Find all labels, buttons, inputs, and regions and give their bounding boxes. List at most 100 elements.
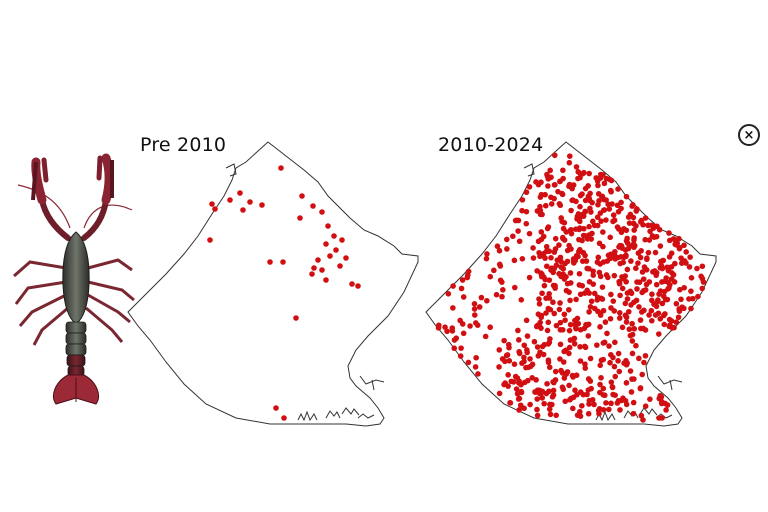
occurrence-point bbox=[310, 203, 316, 209]
occurrence-point bbox=[546, 339, 553, 346]
occurrence-point bbox=[628, 302, 634, 308]
occurrence-point bbox=[553, 322, 560, 329]
occurrence-point bbox=[638, 217, 645, 224]
occurrence-point bbox=[558, 215, 564, 221]
occurrence-point bbox=[524, 377, 531, 384]
occurrence-point bbox=[678, 296, 684, 303]
occurrence-point bbox=[493, 291, 500, 298]
occurrence-point bbox=[544, 263, 550, 270]
occurrence-point bbox=[543, 310, 549, 316]
occurrence-point bbox=[532, 389, 538, 395]
occurrence-point bbox=[642, 352, 649, 359]
occurrence-point bbox=[539, 395, 546, 401]
occurrence-point bbox=[556, 201, 563, 207]
occurrence-point bbox=[209, 201, 215, 207]
coastline-detail bbox=[341, 407, 360, 416]
occurrence-point bbox=[607, 359, 613, 366]
occurrence-point bbox=[642, 215, 649, 221]
occurrence-point bbox=[527, 363, 534, 370]
occurrence-point bbox=[657, 316, 664, 322]
occurrence-point bbox=[505, 341, 512, 348]
occurrence-point bbox=[652, 249, 659, 256]
occurrence-point bbox=[635, 260, 641, 266]
occurrence-point bbox=[631, 376, 637, 382]
occurrence-point bbox=[561, 375, 568, 381]
occurrence-point bbox=[586, 223, 592, 230]
occurrence-point bbox=[510, 379, 517, 385]
close-icon[interactable]: × bbox=[738, 124, 760, 146]
occurrence-point bbox=[662, 296, 669, 303]
occurrence-point bbox=[561, 219, 568, 226]
occurrence-point bbox=[642, 287, 649, 293]
occurrence-point bbox=[521, 405, 527, 412]
occurrence-point bbox=[546, 248, 553, 255]
occurrence-point bbox=[240, 207, 246, 213]
occurrence-point bbox=[676, 308, 683, 314]
occurrence-point bbox=[641, 264, 648, 270]
occurrence-point bbox=[227, 197, 233, 203]
occurrence-point bbox=[505, 372, 511, 378]
occurrence-point bbox=[450, 305, 456, 311]
occurrence-point bbox=[576, 270, 583, 277]
occurrence-point bbox=[669, 270, 675, 276]
occurrence-point bbox=[534, 268, 540, 274]
occurrence-point bbox=[586, 195, 592, 201]
occurrence-point bbox=[579, 283, 586, 289]
occurrence-point bbox=[542, 276, 548, 283]
occurrence-point bbox=[597, 389, 603, 396]
occurrence-point bbox=[504, 352, 511, 358]
occurrence-point bbox=[471, 306, 478, 312]
occurrence-point bbox=[590, 218, 596, 225]
occurrence-point bbox=[207, 237, 213, 243]
occurrence-point bbox=[280, 259, 286, 265]
occurrence-point bbox=[665, 279, 672, 286]
occurrence-point bbox=[319, 267, 325, 273]
occurrence-point bbox=[552, 246, 559, 252]
occurrence-point bbox=[538, 191, 545, 198]
occurrence-point bbox=[584, 391, 590, 398]
occurrence-point bbox=[460, 294, 467, 300]
occurrence-point bbox=[595, 182, 601, 189]
occurrence-point bbox=[538, 179, 544, 186]
occurrence-point bbox=[625, 245, 632, 252]
occurrence-point bbox=[551, 310, 558, 317]
occurrence-point bbox=[600, 229, 606, 235]
occurrence-point bbox=[501, 337, 507, 344]
occurrence-point bbox=[563, 274, 569, 280]
occurrence-point bbox=[649, 291, 655, 297]
occurrence-point bbox=[637, 317, 644, 323]
occurrence-point bbox=[472, 364, 479, 370]
occurrence-point bbox=[681, 242, 687, 249]
occurrence-point bbox=[634, 286, 640, 292]
occurrence-point bbox=[588, 385, 594, 392]
occurrence-point bbox=[562, 317, 568, 323]
occurrence-point bbox=[573, 296, 579, 303]
occurrence-point bbox=[651, 234, 657, 240]
occurrence-point bbox=[576, 248, 582, 255]
occurrence-point bbox=[623, 253, 629, 260]
occurrence-point bbox=[523, 208, 530, 215]
occurrence-point bbox=[516, 238, 523, 245]
occurrence-point bbox=[615, 226, 622, 232]
occurrence-point bbox=[547, 306, 554, 313]
occurrence-point bbox=[513, 217, 520, 224]
occurrence-point bbox=[496, 364, 502, 370]
occurrence-point bbox=[553, 412, 559, 419]
occurrence-point bbox=[487, 273, 494, 280]
occurrence-point bbox=[325, 223, 331, 229]
occurrence-point bbox=[547, 167, 553, 174]
occurrence-point bbox=[499, 293, 505, 300]
occurrence-point bbox=[633, 265, 639, 272]
occurrence-point bbox=[530, 245, 536, 251]
occurrence-point bbox=[557, 319, 564, 326]
occurrence-point bbox=[603, 217, 609, 223]
occurrence-point bbox=[546, 291, 552, 297]
occurrence-point bbox=[511, 361, 518, 367]
occurrence-point bbox=[558, 367, 564, 374]
occurrence-point bbox=[675, 314, 682, 321]
occurrence-point bbox=[315, 257, 321, 263]
occurrence-point bbox=[590, 281, 597, 287]
occurrence-point bbox=[653, 281, 660, 288]
occurrence-point bbox=[585, 410, 592, 417]
occurrence-point bbox=[623, 380, 630, 386]
